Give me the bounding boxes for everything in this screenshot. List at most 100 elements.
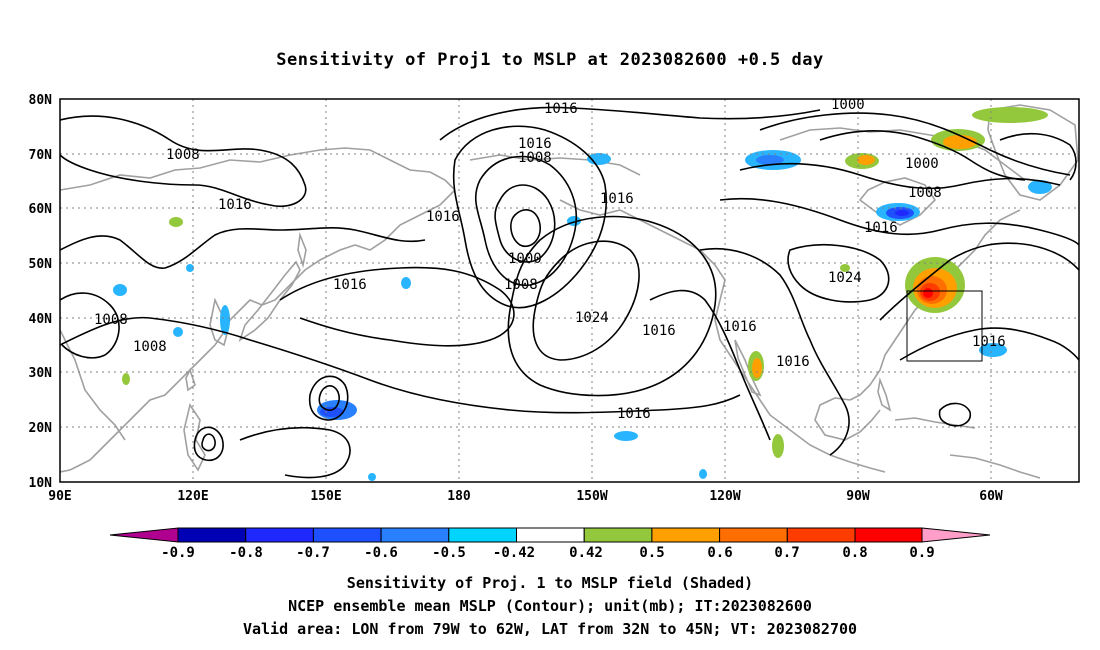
blob-negative-7 — [614, 431, 638, 441]
contour-label: 1016 — [617, 406, 651, 422]
coast-siberia-2 — [469, 154, 641, 176]
gridlines — [60, 99, 1079, 482]
colorbar-label: 0.6 — [707, 545, 732, 561]
colorbar-cell — [651, 527, 721, 543]
colorbar-cell — [312, 527, 382, 543]
contour-label: 1000 — [831, 97, 865, 113]
blob-positive-1-e — [923, 288, 933, 298]
lon-label: 90E — [48, 489, 71, 504]
blob-positive-5-b — [752, 358, 762, 378]
coast-na-west — [714, 279, 886, 473]
lon-label: 180 — [447, 489, 471, 504]
contour-1016-ridge — [439, 106, 821, 141]
lat-label: 80N — [29, 93, 53, 108]
blob-positive-8 — [122, 373, 130, 385]
contour-low-aleutian-mid — [474, 155, 577, 286]
contour-label: 1016 — [544, 101, 578, 117]
blob-negative-4 — [587, 153, 611, 165]
colorbar-label: -0.7 — [296, 545, 330, 561]
contour-1000-arctic — [759, 112, 1071, 176]
colorbar-cell — [245, 527, 314, 543]
contour-label: 1016 — [972, 334, 1006, 350]
contour-label: 1008 — [908, 185, 942, 201]
blob-negative-1-b — [756, 155, 784, 165]
blob-negative-9 — [401, 277, 411, 289]
contour-label: 1016 — [426, 209, 460, 225]
blob-negative-2-c — [895, 210, 909, 216]
blob-positive-6 — [772, 434, 784, 458]
coast-na-east — [849, 209, 1021, 401]
colorbar-label: 0.42 — [569, 545, 603, 561]
colorbar-arrow-min — [109, 527, 179, 543]
contour-label: 1016 — [776, 354, 810, 370]
colorbar — [109, 527, 991, 543]
coast-caribbean — [894, 417, 976, 429]
contour-label: 1016 — [518, 136, 552, 152]
blob-negative-5 — [1028, 180, 1052, 194]
plot-frame — [59, 98, 1080, 483]
coast-south-america — [949, 454, 1041, 479]
colorbar-label: -0.42 — [493, 545, 535, 561]
contour-label: 1016 — [333, 277, 367, 293]
contour-label: 1016 — [218, 197, 252, 213]
coast-philippines — [183, 403, 206, 472]
valid-area-box — [906, 290, 983, 362]
contour-label: 1016 — [864, 220, 898, 236]
caption-line-2: NCEP ensemble mean MSLP (Contour); unit(… — [288, 597, 812, 615]
contour-1016-outer — [60, 316, 741, 414]
coast-florida — [877, 377, 892, 412]
contour-label: 1008 — [133, 339, 167, 355]
colorbar-cell — [786, 527, 856, 543]
blob-negative-12 — [173, 327, 183, 337]
contour-1008-asia-north — [60, 115, 307, 207]
contour-small-20n-120e — [193, 426, 224, 462]
lat-label: 60N — [29, 202, 53, 217]
colorbar-cell — [177, 527, 247, 543]
contour-low-aleutian-inner — [494, 184, 556, 263]
mslp-contours — [60, 106, 1079, 479]
colorbar-label: -0.5 — [432, 545, 466, 561]
lon-label: 120W — [709, 489, 740, 504]
contour-1024-na — [787, 244, 890, 303]
caption-line-3: Valid area: LON from 79W to 62W, LAT fro… — [242, 620, 858, 638]
contour-1024-high — [532, 240, 640, 361]
contour-label: 1024 — [828, 270, 862, 286]
lat-label: 20N — [29, 421, 53, 436]
contour-1016-atlantic — [879, 242, 1079, 321]
contour-label: 1000 — [508, 251, 542, 267]
contour-1008-arctic — [739, 162, 1061, 190]
coast-baja — [734, 339, 762, 397]
coast-gulf-mexico — [814, 397, 881, 441]
contour-labels: 1016 1000 1016 1008 1016 1008 1016 1016 … — [94, 97, 1006, 422]
colorbar-label: 0.7 — [774, 545, 799, 561]
caption-line-1: Sensitivity of Proj. 1 to MSLP field (Sh… — [346, 574, 754, 592]
colorbar-cell — [380, 527, 450, 543]
contour-1008-indochina — [60, 292, 120, 359]
contour-low-aleutian-outer — [452, 125, 608, 309]
contour-label: 1000 — [905, 156, 939, 172]
contour-1016-na-west — [699, 247, 850, 456]
blob-negative-15 — [186, 264, 194, 272]
colorbar-label: 0.8 — [842, 545, 867, 561]
lon-label: 90W — [846, 489, 870, 504]
contour-label: 1024 — [575, 310, 609, 326]
contour-small-30n-150e-inner — [318, 385, 340, 412]
colorbar-labels: -0.9 -0.8 -0.7 -0.6 -0.5 -0.42 0.42 0.5 … — [161, 545, 935, 561]
colorbar-label: -0.9 — [161, 545, 195, 561]
colorbar-cell — [854, 527, 923, 543]
contour-1016-canada — [719, 197, 1079, 246]
blob-positive-7 — [169, 217, 183, 227]
blob-negative-10 — [220, 305, 230, 335]
contour-label: 1008 — [166, 147, 200, 163]
blob-negative-6 — [979, 343, 1007, 357]
contour-low-aleutian-core — [510, 209, 541, 247]
colorbar-label: -0.8 — [229, 545, 263, 561]
contour-1016-pacific-south — [239, 426, 351, 479]
colorbar-cell — [448, 527, 517, 543]
contour-label: 1008 — [94, 312, 128, 328]
lat-label: 70N — [29, 148, 53, 163]
blob-negative-8 — [113, 284, 127, 296]
blob-negative-13 — [699, 469, 707, 479]
coast-japan — [238, 260, 301, 342]
colorbar-label: 0.5 — [639, 545, 664, 561]
